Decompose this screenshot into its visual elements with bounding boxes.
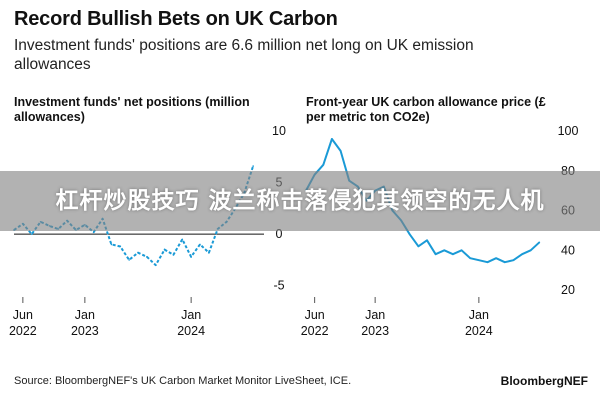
series-point xyxy=(530,249,532,251)
series-point xyxy=(487,261,489,263)
series-point xyxy=(504,261,506,263)
y-tick-label: 100 xyxy=(558,124,579,138)
y-tick-label: -5 xyxy=(273,279,284,293)
series-point xyxy=(331,138,333,140)
y-tick-label: 20 xyxy=(561,283,575,297)
x-tick-label-year: 2023 xyxy=(361,324,389,338)
series-point xyxy=(478,259,480,261)
x-tick-label-month: Jun xyxy=(305,308,325,322)
series-point xyxy=(469,257,471,259)
series-point xyxy=(199,244,201,246)
series-point xyxy=(409,234,411,236)
series-point xyxy=(31,233,33,235)
series-point xyxy=(190,256,192,258)
series-point xyxy=(418,245,420,247)
x-tick-label-month: Jun xyxy=(13,308,33,322)
series-point xyxy=(173,254,175,256)
series-point xyxy=(461,249,463,251)
series-point xyxy=(435,253,437,255)
series-point xyxy=(495,257,497,259)
series-point xyxy=(426,240,428,242)
x-tick-label-year: 2023 xyxy=(71,324,99,338)
series-point xyxy=(340,150,342,152)
series-point xyxy=(146,256,148,258)
x-tick-label-month: Jan xyxy=(469,308,489,322)
series-point xyxy=(208,252,210,254)
x-tick-label-year: 2024 xyxy=(465,324,493,338)
x-tick-label-month: Jan xyxy=(181,308,201,322)
series-point xyxy=(539,242,541,244)
source-note: Source: BloombergNEF's UK Carbon Market … xyxy=(14,375,351,387)
series-point xyxy=(521,253,523,255)
overlay-banner-text: 杠杆炒股技巧 波兰称击落侵犯其领空的无人机 xyxy=(0,171,600,231)
series-point xyxy=(93,231,95,233)
series-point xyxy=(111,244,113,246)
series-point xyxy=(252,165,254,167)
y-tick-label: 40 xyxy=(561,243,575,257)
series-point xyxy=(119,246,121,248)
brand-logo: BloombergNEF xyxy=(501,374,588,388)
series-point xyxy=(155,264,157,266)
chart-panel-2: 10080604020Jun2022Jan2023Jan2024 xyxy=(301,124,579,338)
series-point xyxy=(513,259,515,261)
series-point xyxy=(443,249,445,251)
x-tick-label-year: 2022 xyxy=(9,324,37,338)
series-point xyxy=(164,249,166,251)
series-point xyxy=(128,259,130,261)
series-point xyxy=(181,238,183,240)
x-tick-label-month: Jan xyxy=(365,308,385,322)
y-tick-label: 10 xyxy=(272,124,286,138)
x-tick-label-month: Jan xyxy=(75,308,95,322)
series-point xyxy=(322,164,324,166)
series-point xyxy=(452,253,454,255)
series-point xyxy=(137,252,139,254)
x-tick-label-year: 2022 xyxy=(301,324,329,338)
x-tick-label-year: 2024 xyxy=(177,324,205,338)
